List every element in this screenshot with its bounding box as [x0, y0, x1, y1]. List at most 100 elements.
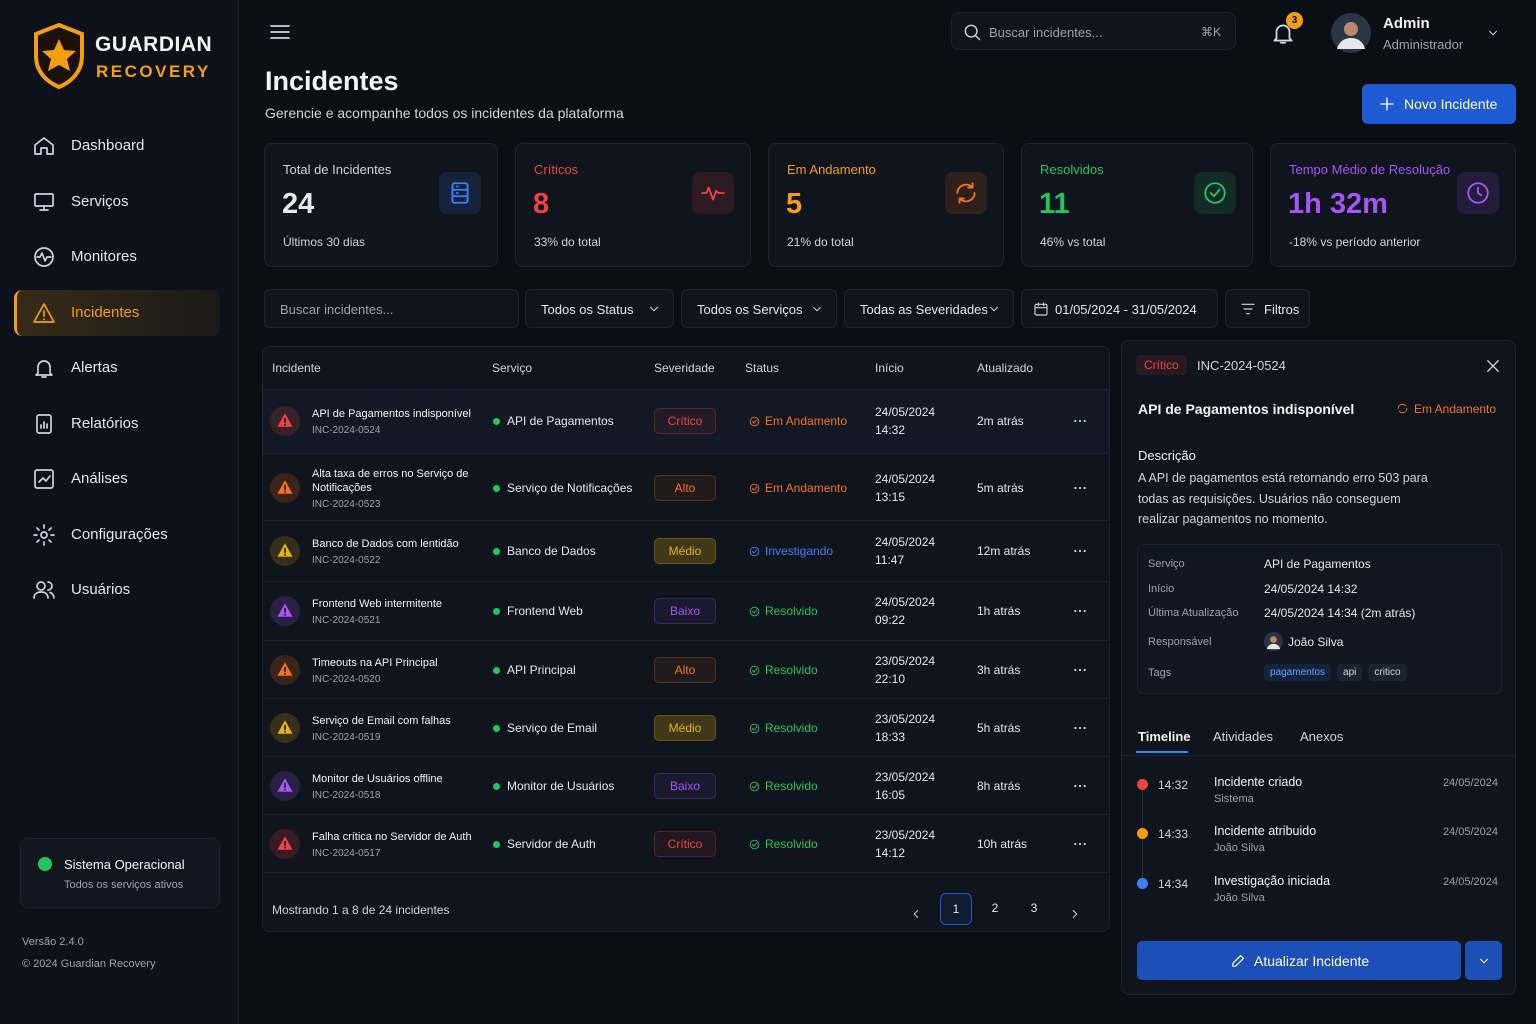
detail-status: Em Andamento — [1414, 402, 1497, 416]
update-button[interactable]: Atualizar Incidente — [1137, 941, 1461, 980]
table-row[interactable]: Falha crítica no Servidor de Auth INC-202… — [263, 815, 1109, 873]
stat-card: Em Andamento 5 21% do total — [768, 143, 1004, 267]
nav-item[interactable]: Incidentes — [14, 289, 220, 336]
avatar-part — [1331, 13, 1371, 53]
tab[interactable]: Timeline — [1138, 729, 1191, 744]
avatar-part — [1344, 22, 1358, 36]
system-status: Sistema Operacional Todos os serviços ati… — [20, 838, 220, 908]
severity-badge: Médio — [654, 538, 716, 564]
service: Serviço de Notificações — [507, 481, 633, 495]
severity-icon — [270, 406, 300, 436]
severity-glyph — [276, 660, 294, 683]
stat-icon-box — [692, 172, 734, 214]
severity-icon — [270, 829, 300, 859]
start-time: 18:33 — [875, 730, 906, 744]
plus-icon-part — [1380, 97, 1394, 111]
new-incident-button[interactable]: Novo Incidente — [1362, 84, 1516, 124]
stat-label: Em Andamento — [787, 162, 876, 177]
filter-button[interactable]: Filtros — [1225, 289, 1310, 328]
filter-services[interactable]: Todos os Serviços — [681, 289, 837, 328]
severity-glyph — [276, 411, 294, 434]
filter-severities[interactable]: Todas as Severidades — [844, 289, 1014, 328]
nav-item[interactable]: Usuários — [14, 567, 220, 613]
stat-icon-part — [451, 182, 469, 204]
nav-item[interactable]: Alertas — [14, 345, 220, 391]
status-subtitle: Todos os serviços ativos — [64, 879, 184, 891]
nav-icon-part — [35, 360, 53, 378]
stat-icon-box — [1194, 172, 1236, 214]
incident-id: INC-2024-0524 — [312, 424, 381, 436]
nav-item[interactable]: Análises — [14, 456, 220, 502]
row-menu-part — [1074, 609, 1086, 613]
next-icon-part — [1072, 910, 1078, 918]
nav-item[interactable]: Dashboard — [14, 123, 220, 169]
search-placeholder: Buscar incidentes... — [989, 25, 1103, 40]
filter-status[interactable]: Todos os Status — [525, 289, 674, 328]
update-dropdown[interactable] — [1465, 941, 1502, 980]
nav-icon — [32, 467, 56, 496]
service: Serviço de Email — [507, 721, 598, 735]
status-title: Sistema Operacional — [64, 857, 185, 872]
status: Resolvido — [765, 721, 818, 735]
edit-icon — [1230, 952, 1247, 974]
page-button[interactable]: 3 — [1030, 901, 1038, 915]
table-row[interactable]: Timeouts na API Principal INC-2024-0520 AP… — [263, 641, 1109, 699]
nav-label: Análises — [71, 470, 128, 487]
status-icon-part — [749, 665, 760, 676]
detail-id: INC-2024-0524 — [1197, 358, 1286, 373]
search-icon-part — [964, 24, 978, 38]
dropdown-icon — [810, 302, 824, 321]
nav-item[interactable]: Monitores — [14, 234, 220, 280]
service-dot — [493, 841, 500, 848]
updated: 10h atrás — [977, 837, 1028, 851]
stat-icon-part — [956, 182, 976, 204]
filter-dates[interactable]: 01/05/2024 - 31/05/2024 — [1021, 289, 1218, 328]
table-row[interactable]: API de Pagamentos indisponível INC-2024-0… — [263, 390, 1109, 454]
status-icon-part — [749, 723, 760, 734]
severity-glyph — [276, 776, 294, 799]
calendar-icon-part — [1034, 303, 1048, 316]
incident-table: Incidente Serviço Severidade Status Início At… — [262, 346, 1110, 932]
table-row[interactable]: Serviço de Email com falhas INC-2024-0519… — [263, 699, 1109, 757]
page-next[interactable] — [1059, 893, 1091, 925]
page-button[interactable]: 1 — [940, 893, 972, 925]
timeline-by: Sistema — [1214, 793, 1254, 805]
row-menu-part — [1074, 419, 1086, 423]
stat-icon-part — [956, 182, 976, 204]
service-dot — [493, 418, 500, 425]
version: Versão 2.4.0 — [22, 936, 84, 948]
table-row[interactable]: Banco de Dados com lentidão INC-2024-0522… — [263, 521, 1109, 582]
tab[interactable]: Anexos — [1300, 729, 1344, 744]
nav-item[interactable]: Serviços — [14, 179, 220, 225]
row-menu-part — [1074, 486, 1086, 490]
filter-search[interactable]: Buscar incidentes... — [264, 289, 519, 328]
dropdown-icon — [987, 302, 1001, 321]
severity-icon — [270, 536, 300, 566]
nav-item[interactable]: Relatórios — [14, 401, 220, 447]
close-button-part — [1487, 360, 1499, 372]
table-row[interactable]: Alta taxa de erros no Serviço de Notific… — [263, 454, 1109, 521]
page-button[interactable]: 2 — [991, 901, 999, 915]
calendar-icon-part — [1034, 302, 1048, 316]
status-icon-part — [749, 416, 760, 427]
table-row[interactable]: Monitor de Usuários offline INC-2024-0518… — [263, 757, 1109, 815]
nav-icon-part — [33, 302, 55, 323]
status-icon-part — [749, 606, 760, 617]
logo-part — [42, 39, 76, 71]
updated: 3h atrás — [977, 663, 1021, 677]
stat-icon-part — [1204, 182, 1226, 204]
severity-glyph-part — [277, 662, 293, 676]
tab[interactable]: Atividades — [1213, 729, 1273, 744]
incident-id: INC-2024-0521 — [312, 614, 381, 626]
table-row[interactable]: Frontend Web intermitente INC-2024-0521 Fr… — [263, 582, 1109, 641]
top-search[interactable]: Buscar incidentes... ⌘K — [951, 12, 1236, 50]
row-menu-part — [1083, 486, 1086, 490]
row-menu — [1072, 543, 1088, 564]
dropdown-icon-part — [650, 306, 658, 312]
logo-part — [34, 22, 84, 90]
nav-item[interactable]: Configurações — [14, 512, 220, 558]
responsible-avatar — [1264, 632, 1283, 656]
page-prev[interactable] — [900, 893, 932, 925]
row-menu-part — [1074, 668, 1077, 672]
dropdown-icon-part — [813, 306, 821, 312]
